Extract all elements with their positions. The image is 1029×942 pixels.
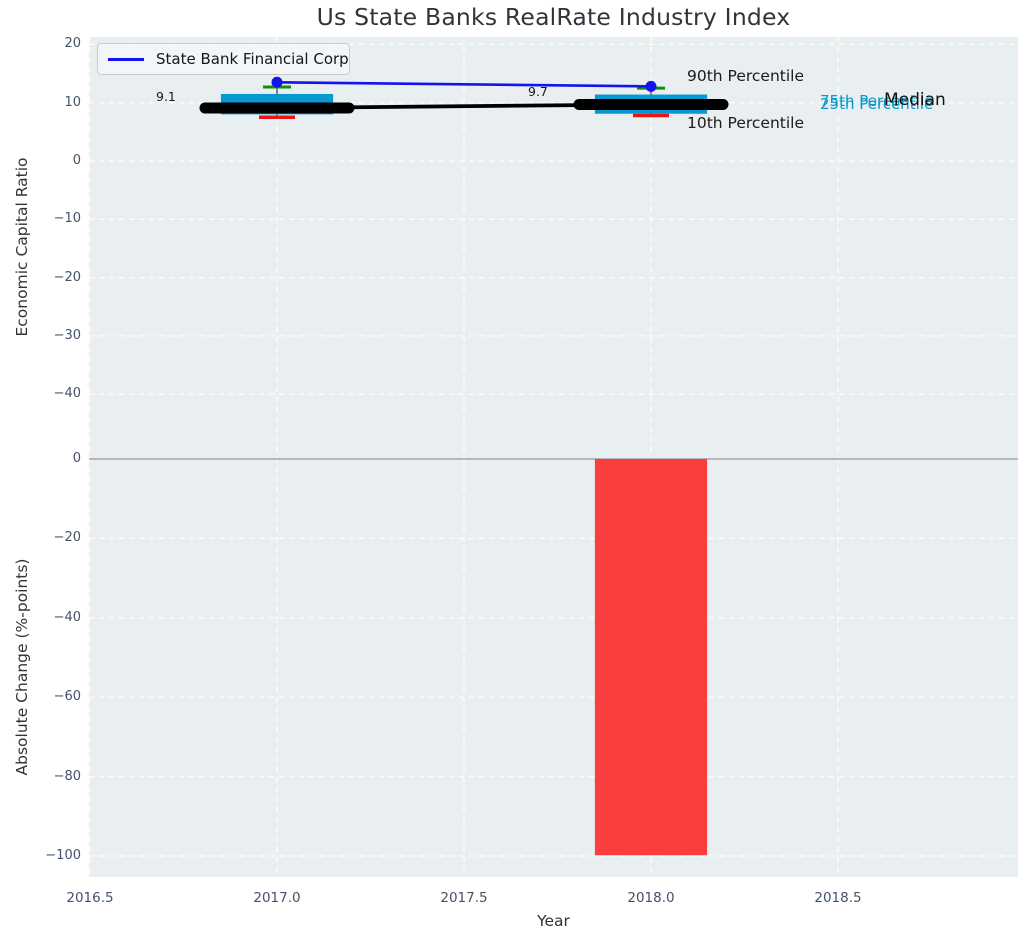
legend-line-sample-icon xyxy=(108,57,144,61)
top-ytick-0: 0 xyxy=(72,153,81,168)
plot-area xyxy=(89,37,1018,877)
p25-annotation: 25th Percentile xyxy=(820,95,934,113)
bottom-ytick-0: 0 xyxy=(72,451,81,466)
bottom-ytick--80: −80 xyxy=(53,768,81,784)
bottom-ytick--20: −20 xyxy=(53,530,81,546)
top-ytick--30: −30 xyxy=(53,327,81,343)
xtick-2017.5: 2017.5 xyxy=(440,890,488,906)
p75-annotation: 75th Percentile xyxy=(820,92,934,110)
median-annotation: Median xyxy=(884,90,946,110)
top-ytick--10: −10 xyxy=(53,211,81,227)
bottom-ytick--40: −40 xyxy=(53,609,81,625)
legend: State Bank Financial Corp xyxy=(97,43,350,75)
bottom-ytick--60: −60 xyxy=(53,689,81,705)
xtick-2018.5: 2018.5 xyxy=(814,890,862,906)
legend-label: State Bank Financial Corp xyxy=(156,50,349,68)
top-ytick-20: 20 xyxy=(64,36,81,52)
x-axis-label: Year xyxy=(537,912,570,930)
top-ytick-10: 10 xyxy=(64,94,81,110)
median-value-label-2018: 9.7 xyxy=(528,84,548,99)
top-y-axis-label: Economic Capital Ratio xyxy=(13,157,31,337)
p90-annotation: 90th Percentile xyxy=(687,67,805,85)
p10-annotation: 10th Percentile xyxy=(687,114,805,132)
median-value-label-2017: 9.1 xyxy=(156,89,176,104)
top-ytick--40: −40 xyxy=(53,386,81,402)
bottom-ytick--100: −100 xyxy=(45,848,81,863)
chart-title: Us State Banks RealRate Industry Index xyxy=(316,3,791,31)
bottom-y-axis-label: Absolute Change (%-points) xyxy=(13,558,31,776)
top-ytick--20: −20 xyxy=(53,269,81,285)
xtick-2016.5: 2016.5 xyxy=(66,890,114,906)
xtick-2018: 2018.0 xyxy=(627,890,675,906)
xtick-2017: 2017.0 xyxy=(253,890,301,906)
